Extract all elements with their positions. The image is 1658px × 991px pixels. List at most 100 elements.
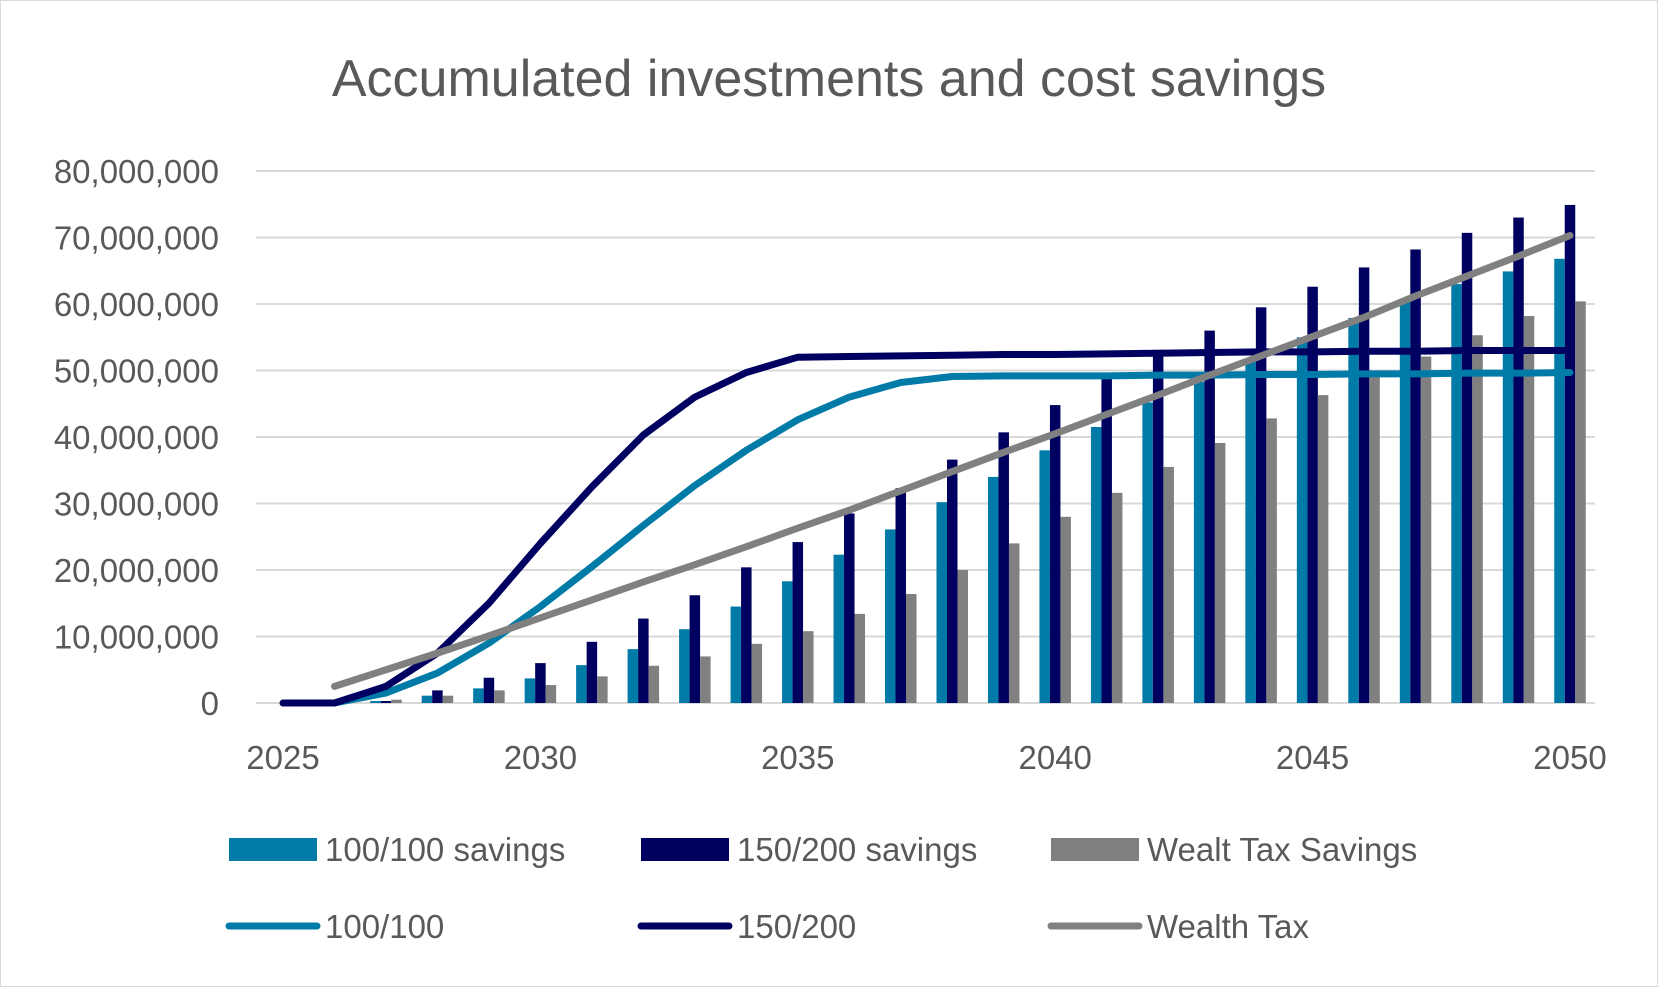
bar-wealt-tax-savings bbox=[1317, 395, 1329, 703]
y-tick-label: 60,000,000 bbox=[54, 286, 219, 323]
bar-wealt-tax-savings bbox=[1060, 516, 1071, 703]
bar-100-100-savings bbox=[627, 649, 639, 703]
bar-100-100-savings bbox=[524, 678, 536, 703]
bar-150-200-savings bbox=[946, 459, 958, 703]
bar-150-200-savings bbox=[792, 542, 804, 703]
bar-100-100-savings bbox=[987, 476, 999, 703]
bar-100-100-savings bbox=[1142, 402, 1153, 703]
bar-100-100-savings bbox=[370, 701, 381, 703]
bar-150-200-savings bbox=[895, 488, 907, 703]
bar-100-100-savings bbox=[1296, 337, 1308, 703]
bar-150-200-savings bbox=[1358, 267, 1370, 703]
bar-100-100-savings bbox=[936, 502, 947, 703]
bar-100-100-savings bbox=[1090, 427, 1102, 703]
bar-wealt-tax-savings bbox=[1214, 442, 1226, 703]
bar-150-200-savings bbox=[1049, 405, 1061, 703]
bar-150-200-savings bbox=[998, 432, 1009, 703]
legend-item: 100/100 savings bbox=[229, 831, 565, 868]
legend-label: 150/200 bbox=[737, 908, 856, 945]
legend: 100/100 savings 150/200 savings Wealt Tax … bbox=[225, 831, 1417, 945]
gridlines bbox=[256, 170, 1595, 704]
y-tick-label: 80,000,000 bbox=[54, 153, 219, 190]
bar-wealt-tax-savings bbox=[854, 613, 866, 703]
bar-150-200-savings bbox=[1204, 330, 1215, 703]
y-axis-ticks: 0 10,000,000 20,000,000 30,000,000 40,000,00… bbox=[54, 153, 219, 722]
bar-100-100-savings bbox=[1348, 317, 1359, 703]
x-tick-label: 2035 bbox=[761, 739, 834, 776]
bar-150-200-savings bbox=[741, 567, 752, 703]
bar-wealt-tax-savings bbox=[1008, 543, 1020, 703]
bar-100-100-savings bbox=[885, 529, 896, 703]
legend-label: Wealth Tax bbox=[1147, 908, 1310, 945]
bar-wealt-tax-savings bbox=[545, 685, 557, 703]
bar-wealt-tax-savings bbox=[648, 665, 660, 703]
bar-150-200-savings bbox=[1307, 286, 1318, 703]
bar-100-100-savings bbox=[782, 581, 793, 703]
line-150-200 bbox=[279, 347, 1574, 707]
legend-item: Wealth Tax bbox=[1047, 908, 1310, 945]
bar-wealt-tax-savings bbox=[391, 699, 402, 703]
bar-150-200-savings bbox=[1564, 204, 1576, 704]
bar-wealt-tax-savings bbox=[597, 676, 608, 703]
bar-150-200-savings bbox=[1255, 307, 1267, 703]
bar-100-100-savings bbox=[679, 629, 690, 703]
x-tick-label: 2045 bbox=[1276, 739, 1349, 776]
bar-150-200-savings bbox=[1101, 376, 1112, 703]
bar-100-100-savings bbox=[1039, 450, 1050, 703]
bar-wealt-tax-savings bbox=[1523, 315, 1535, 703]
bar-wealt-tax-savings bbox=[700, 656, 711, 703]
legend-swatch bbox=[1051, 838, 1139, 861]
bar-wealt-tax-savings bbox=[442, 695, 454, 703]
bar-150-200-savings bbox=[380, 701, 392, 703]
x-tick-label: 2050 bbox=[1533, 739, 1606, 776]
bar-100-100-savings bbox=[1245, 360, 1256, 703]
bar-100-100-savings bbox=[730, 606, 742, 703]
bar-wealt-tax-savings bbox=[1472, 335, 1483, 703]
legend-item: 150/200 bbox=[637, 908, 856, 945]
bar-100-100-savings bbox=[1193, 381, 1205, 703]
bar-100-100-savings bbox=[833, 554, 845, 703]
y-tick-label: 50,000,000 bbox=[54, 353, 219, 390]
bar-150-200-savings bbox=[1461, 232, 1473, 703]
x-axis-ticks: 2025 2030 2035 2040 2045 2050 bbox=[246, 739, 1606, 776]
y-tick-label: 70,000,000 bbox=[54, 220, 219, 257]
bar-wealt-tax-savings bbox=[1111, 492, 1123, 703]
y-tick-label: 0 bbox=[201, 685, 219, 722]
bar-wealt-tax-savings bbox=[906, 593, 917, 703]
bar-wealt-tax-savings bbox=[803, 631, 814, 703]
y-tick-label: 40,000,000 bbox=[54, 419, 219, 456]
legend-label: 150/200 savings bbox=[737, 831, 977, 868]
bar-100-100-savings bbox=[1502, 271, 1514, 703]
y-tick-label: 20,000,000 bbox=[54, 552, 219, 589]
bar-wealt-tax-savings bbox=[1369, 373, 1380, 703]
bar-100-100-savings bbox=[1554, 258, 1565, 703]
bar-100-100-savings bbox=[421, 695, 433, 703]
bar-100-100-savings bbox=[1451, 284, 1462, 703]
bar-150-200-savings bbox=[586, 641, 598, 703]
bars bbox=[370, 204, 1586, 704]
legend-item: Wealt Tax Savings bbox=[1051, 831, 1417, 868]
legend-label: 100/100 bbox=[325, 908, 444, 945]
bar-100-100-savings bbox=[576, 665, 587, 703]
x-tick-label: 2030 bbox=[504, 739, 577, 776]
x-tick-label: 2025 bbox=[246, 739, 319, 776]
legend-item: 100/100 bbox=[225, 908, 444, 945]
bar-wealt-tax-savings bbox=[1163, 466, 1174, 703]
bar-150-200-savings bbox=[1152, 349, 1164, 703]
bar-150-200-savings bbox=[844, 513, 855, 703]
bar-wealt-tax-savings bbox=[957, 570, 968, 703]
bar-150-200-savings bbox=[689, 595, 701, 703]
line-100-100 bbox=[330, 368, 1574, 707]
bar-wealt-tax-savings bbox=[751, 643, 763, 703]
legend-swatch bbox=[641, 838, 729, 861]
bar-150-200-savings bbox=[483, 677, 495, 703]
legend-label: Wealt Tax Savings bbox=[1147, 831, 1417, 868]
legend-swatch bbox=[229, 838, 317, 861]
bar-wealt-tax-savings bbox=[1575, 301, 1586, 703]
bar-wealt-tax-savings bbox=[1266, 418, 1277, 703]
bar-150-200-savings bbox=[638, 618, 649, 703]
bar-150-200-savings bbox=[432, 690, 443, 703]
bar-100-100-savings bbox=[473, 688, 484, 703]
